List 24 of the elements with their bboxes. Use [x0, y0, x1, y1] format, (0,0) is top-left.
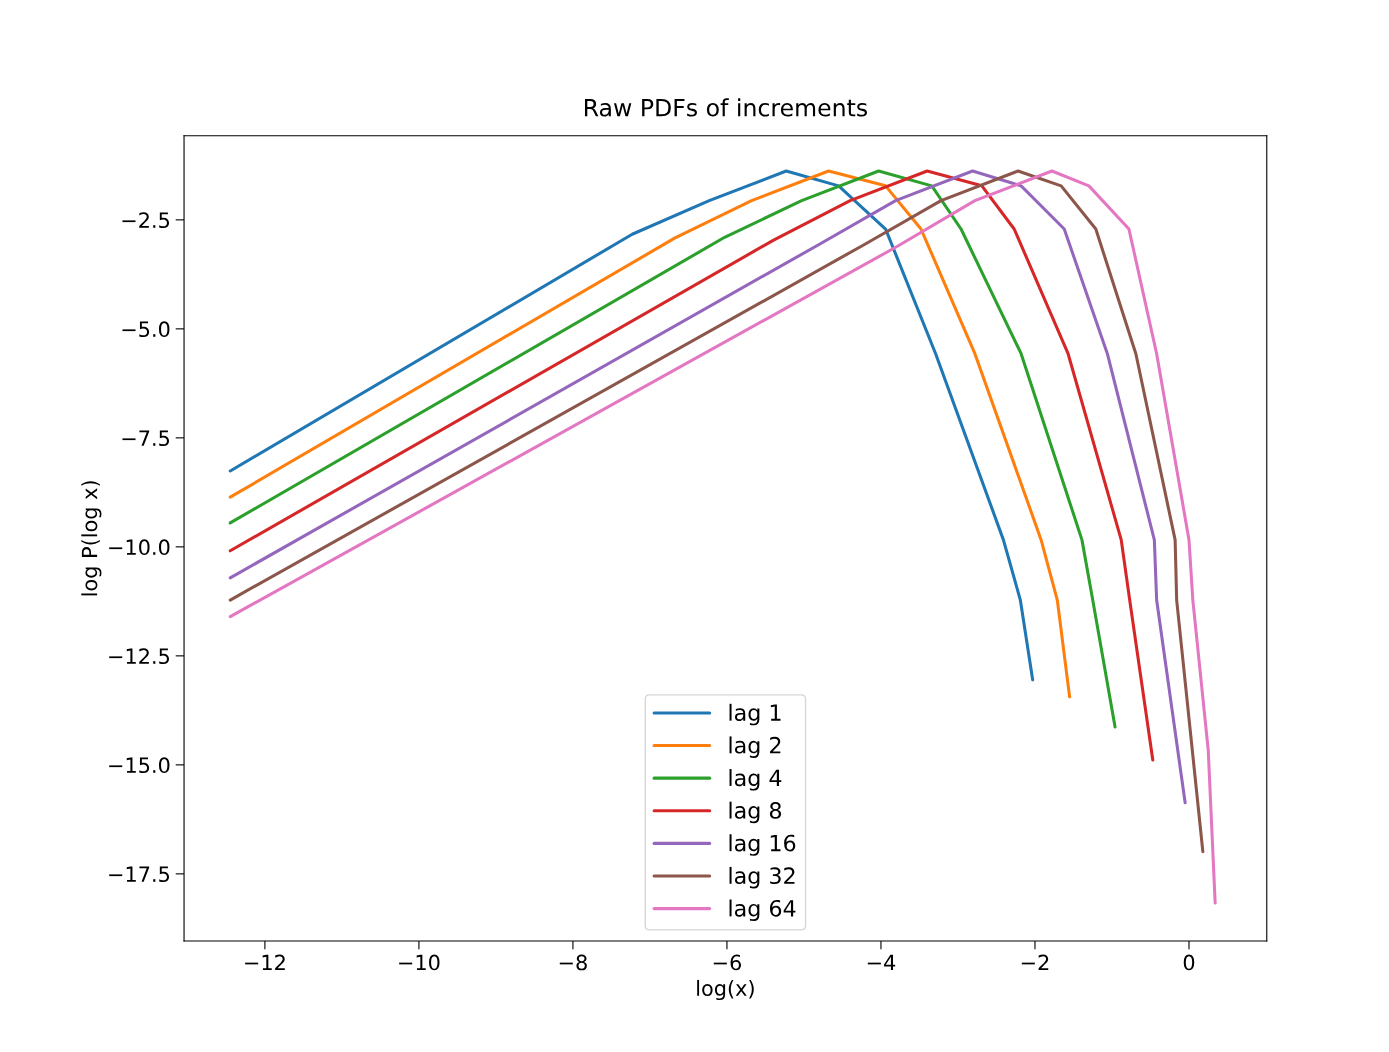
legend-label: lag 16 — [729, 834, 796, 856]
x-tick-label: −6 — [713, 954, 741, 971]
y-tick-label: −15.0 — [109, 757, 170, 774]
y-tick-label: −5.0 — [122, 321, 170, 338]
y-axis-title: log P(log x) — [81, 481, 102, 596]
y-tick-label: −10.0 — [109, 539, 170, 556]
legend-label: lag 8 — [729, 801, 782, 824]
y-tick-label: −17.5 — [109, 866, 170, 883]
legend-label: lag 32 — [729, 866, 795, 889]
chart-title: Raw PDFs of increments — [584, 98, 867, 117]
x-tick-label: −2 — [1021, 954, 1049, 971]
legend-label: lag 64 — [729, 899, 796, 922]
x-tick-label: −4 — [867, 954, 896, 971]
y-tick-label: −12.5 — [109, 648, 170, 665]
x-axis-title: log(x) — [697, 979, 754, 1001]
x-tick-label: 0 — [1183, 954, 1195, 971]
y-tick-label: −7.5 — [122, 430, 170, 447]
x-tick-label: −12 — [245, 954, 285, 971]
legend-label: lag 2 — [729, 736, 781, 758]
legend-label: lag 4 — [729, 769, 782, 791]
legend-label: lag 1 — [729, 703, 781, 726]
y-tick-label: −2.5 — [122, 212, 170, 229]
x-tick-label: −8 — [559, 954, 587, 971]
x-tick-label: −10 — [399, 954, 440, 971]
